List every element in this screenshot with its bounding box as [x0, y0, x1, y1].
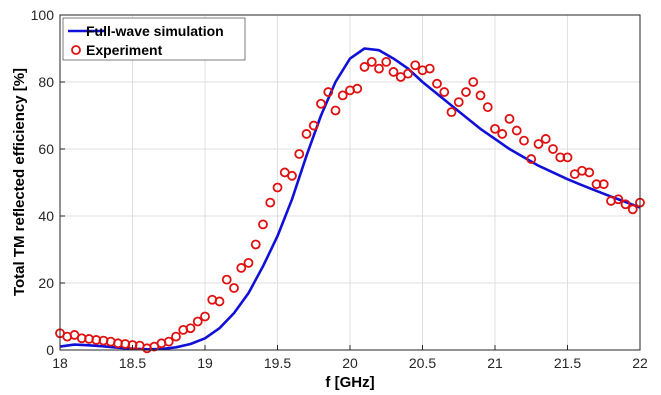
experiment-point-28 — [258, 219, 268, 230]
x-tick-label-8: 22 — [632, 355, 648, 371]
experiment-point-55 — [453, 97, 464, 107]
y-axis-label: Total TM reflected efficiency [%] — [11, 68, 28, 296]
experiment-point-79 — [627, 204, 638, 215]
experiment-point-46 — [388, 67, 399, 77]
experiment-point-54 — [446, 107, 457, 118]
experiment-point-39 — [337, 90, 348, 101]
experiment-point-56 — [461, 87, 471, 97]
experiment-point-62 — [504, 113, 515, 124]
experiment-point-33 — [294, 149, 305, 159]
y-tick-label-1: 20 — [38, 275, 54, 291]
y-tick-label-4: 80 — [38, 74, 54, 90]
experiment-point-37 — [323, 87, 334, 97]
experiment-point-61 — [497, 129, 508, 139]
experiment-point-43 — [366, 57, 377, 67]
experiment-point-23 — [221, 274, 232, 285]
experiment-point-30 — [272, 182, 283, 193]
legend-box — [62, 17, 246, 61]
experiment-point-58 — [475, 90, 486, 101]
experiment-point-32 — [287, 170, 297, 181]
experiment-point-51 — [424, 63, 435, 74]
experiment-point-15 — [163, 336, 174, 347]
experiment-point-65 — [526, 154, 537, 164]
experiment-point-49 — [410, 60, 421, 71]
legend-label-experiment: Experiment — [86, 42, 163, 58]
experiment-point-26 — [243, 257, 254, 268]
experiment-point-48 — [403, 68, 413, 79]
y-axis-ticks: 0 20 40 60 80 100 — [31, 7, 65, 358]
x-tick-label-1: 18.5 — [119, 355, 146, 371]
experiment-point-52 — [432, 78, 442, 89]
x-tick-label-2: 19 — [197, 355, 213, 371]
experiment-point-16 — [171, 331, 181, 342]
experiment-point-63 — [511, 125, 522, 136]
y-tick-label-5: 100 — [31, 7, 55, 23]
experiment-point-36 — [316, 98, 326, 109]
experiment-point-67 — [540, 134, 551, 144]
experiment-point-29 — [265, 197, 276, 208]
x-tick-label-3: 19.5 — [264, 355, 291, 371]
experiment-point-57 — [468, 77, 479, 87]
experiment-point-42 — [359, 62, 370, 72]
experiment-point-77 — [613, 194, 624, 205]
y-tick-label-2: 40 — [38, 208, 54, 224]
experiment-point-70 — [562, 152, 573, 163]
experiment-point-41 — [352, 83, 363, 94]
x-tick-label-4: 20 — [342, 355, 358, 371]
x-tick-label-0: 18 — [52, 355, 68, 371]
legend: Full-wave simulation Experiment — [62, 17, 246, 61]
experiment-point-19 — [192, 316, 203, 327]
legend-label-simulation: Full-wave simulation — [86, 23, 224, 39]
experiment-point-44 — [374, 63, 384, 74]
experiment-point-73 — [584, 167, 595, 178]
y-tick-label-3: 60 — [38, 141, 54, 157]
experiment-point-20 — [200, 311, 210, 322]
x-axis-ticks: 18 18.5 19 19.5 20 20.5 21 21.5 22 — [52, 345, 648, 371]
x-axis-label: f [GHz] — [325, 374, 374, 391]
experiment-point-60 — [490, 123, 500, 134]
experiment-point-18 — [185, 323, 196, 334]
x-tick-label-7: 21.5 — [554, 355, 581, 371]
experiment-point-78 — [620, 199, 631, 210]
experiment-point-27 — [250, 239, 261, 250]
experiment-point-59 — [482, 102, 493, 113]
experiment-point-68 — [548, 144, 558, 154]
experiment-point-22 — [214, 296, 225, 307]
experiment-point-45 — [381, 57, 392, 67]
experiment-point-34 — [301, 129, 312, 139]
x-tick-label-6: 21 — [487, 355, 503, 371]
experiment-point-35 — [308, 120, 319, 131]
experiment-point-53 — [439, 87, 450, 97]
y-tick-label-0: 0 — [46, 342, 54, 358]
experiment-point-25 — [236, 263, 247, 273]
experiment-point-64 — [519, 135, 529, 146]
x-tick-label-5: 20.5 — [409, 355, 436, 371]
experiment-point-75 — [598, 179, 609, 190]
experiment-point-38 — [330, 105, 341, 116]
experiment-point-24 — [229, 283, 239, 293]
experiment-point-66 — [533, 139, 544, 149]
legend-marker-swatch — [71, 45, 81, 55]
